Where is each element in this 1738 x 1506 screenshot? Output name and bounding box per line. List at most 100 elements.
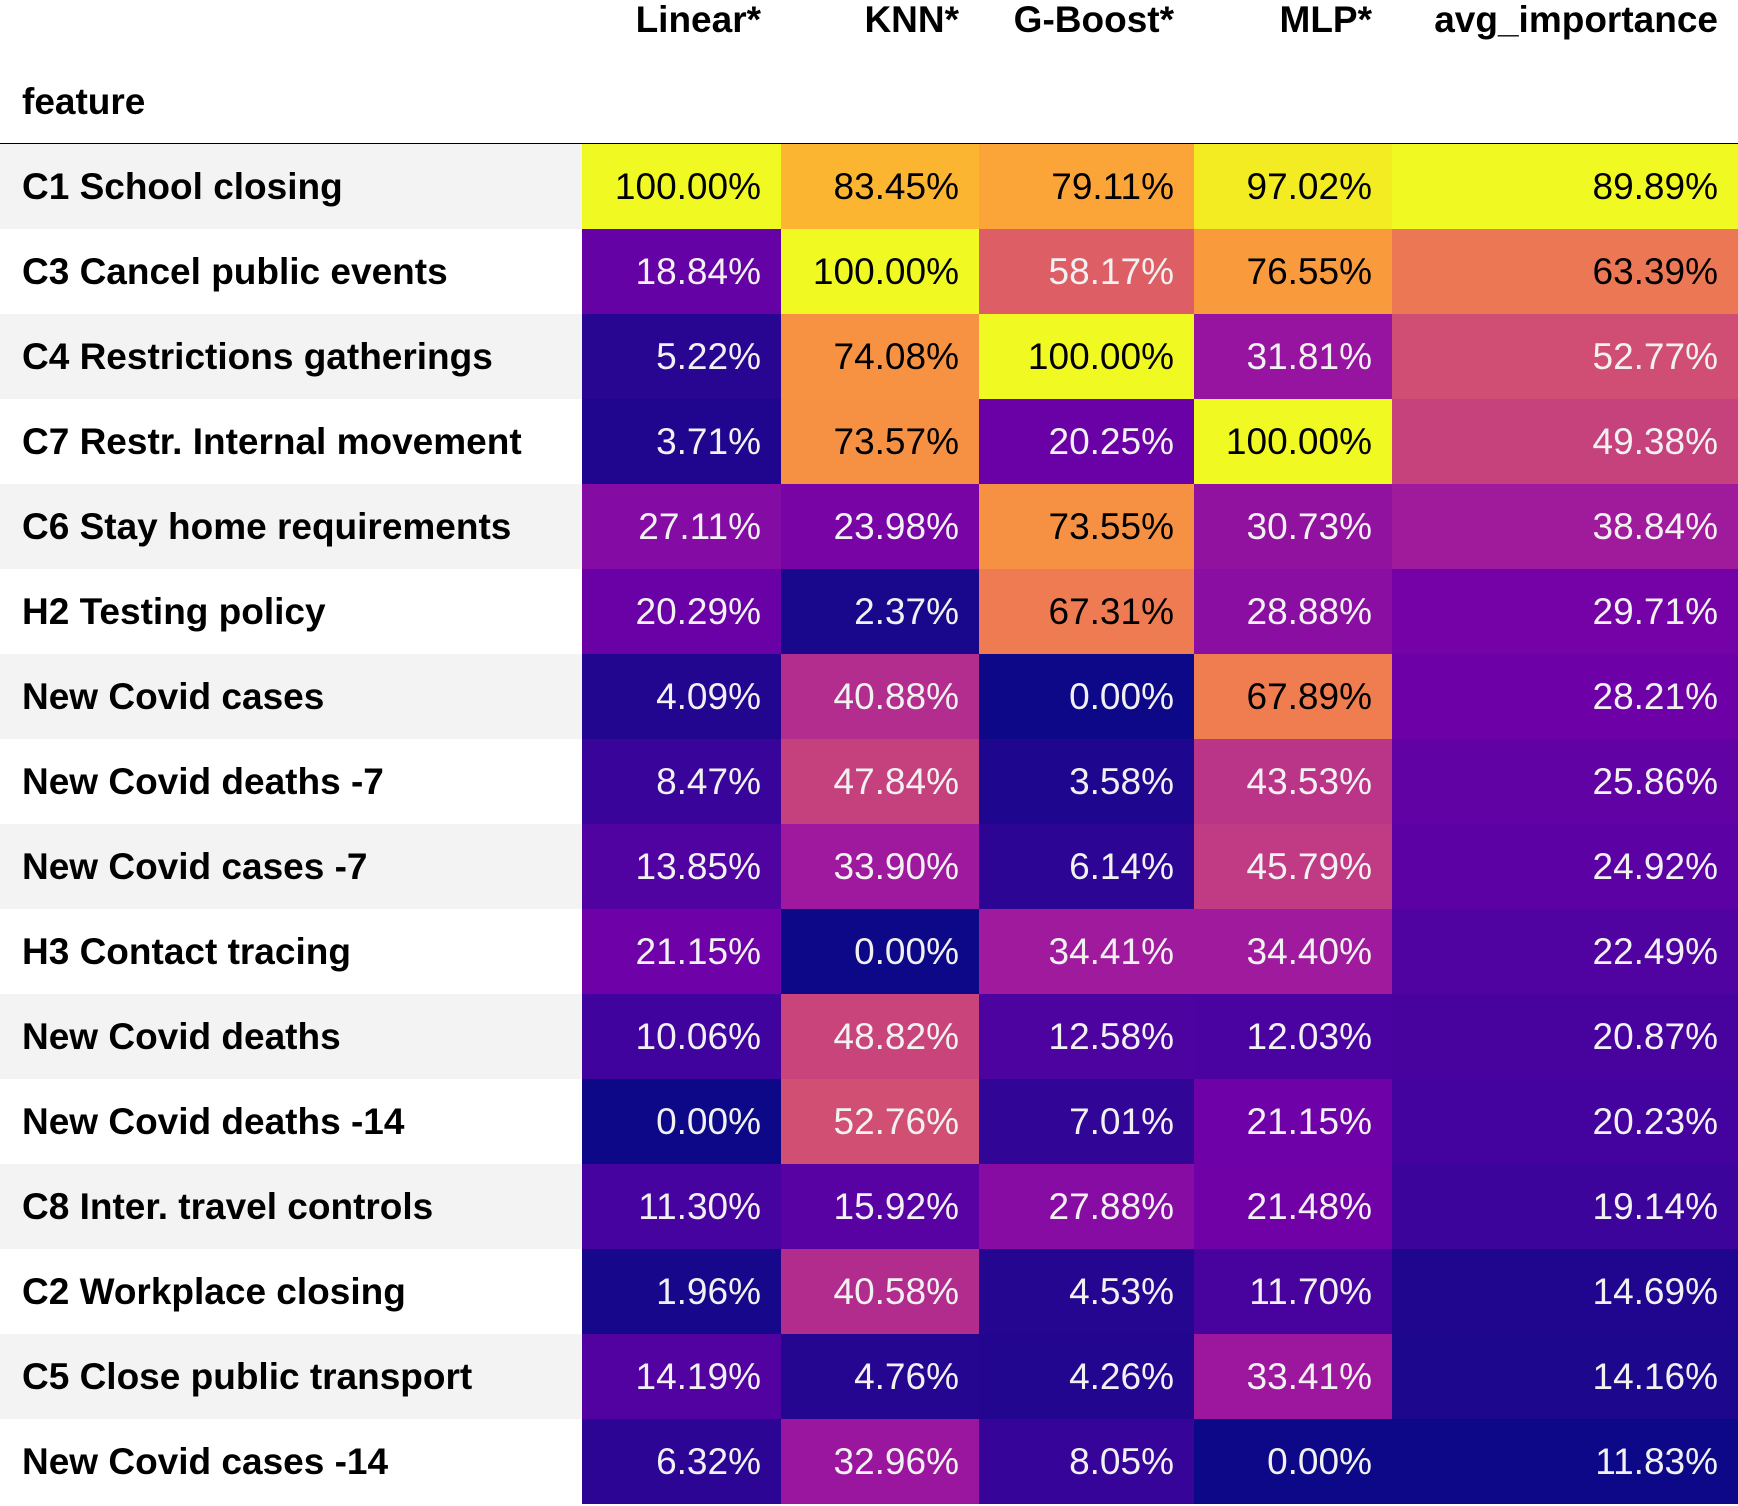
- heatmap-cell: 0.00%: [781, 909, 979, 994]
- column-header: MLP*: [1279, 0, 1373, 40]
- table-row: C4 Restrictions gatherings 5.22% 74.08% 100…: [0, 314, 1738, 399]
- row-label: C3 Cancel public events: [0, 229, 582, 314]
- table-row: New Covid cases -14 6.32% 32.96% 8.05% 0.00%…: [0, 1419, 1738, 1504]
- heatmap-cell: 100.00%: [979, 314, 1194, 399]
- heatmap-cell: 73.57%: [781, 399, 979, 484]
- heatmap-cell: 4.26%: [979, 1334, 1194, 1419]
- heatmap-cell: 7.01%: [979, 1079, 1194, 1164]
- table-row: C2 Workplace closing 1.96% 40.58% 4.53% 11.7…: [0, 1249, 1738, 1334]
- heatmap-cell: 20.23%: [1392, 1079, 1738, 1164]
- heatmap-cell: 27.11%: [582, 484, 781, 569]
- heatmap-cell: 6.14%: [979, 824, 1194, 909]
- heatmap-cell: 30.73%: [1194, 484, 1392, 569]
- heatmap-cell: 79.11%: [979, 144, 1194, 229]
- heatmap-cell: 67.89%: [1194, 654, 1392, 739]
- column-header: avg_importance: [1434, 0, 1718, 40]
- column-header: KNN*: [864, 0, 959, 40]
- table-row: H3 Contact tracing 21.15% 0.00% 34.41% 34.40…: [0, 909, 1738, 994]
- heatmap-cell: 43.53%: [1194, 739, 1392, 824]
- heatmap-cell: 76.55%: [1194, 229, 1392, 314]
- heatmap-cell: 97.02%: [1194, 144, 1392, 229]
- table-row: C7 Restr. Internal movement 3.71% 73.57% 20…: [0, 399, 1738, 484]
- heatmap-cell: 21.15%: [582, 909, 781, 994]
- heatmap-cell: 1.96%: [582, 1249, 781, 1334]
- heatmap-cell: 23.98%: [781, 484, 979, 569]
- heatmap-cell: 12.58%: [979, 994, 1194, 1079]
- heatmap-cell: 4.76%: [781, 1334, 979, 1419]
- table-row: New Covid deaths 10.06% 48.82% 12.58% 12.03%…: [0, 994, 1738, 1079]
- row-label: New Covid cases -14: [0, 1419, 582, 1504]
- heatmap-cell: 4.09%: [582, 654, 781, 739]
- heatmap-cell: 21.15%: [1194, 1079, 1392, 1164]
- heatmap-cell: 19.14%: [1392, 1164, 1738, 1249]
- row-label: New Covid deaths -14: [0, 1079, 582, 1164]
- heatmap-cell: 2.37%: [781, 569, 979, 654]
- heatmap-cell: 38.84%: [1392, 484, 1738, 569]
- heatmap-cell: 22.49%: [1392, 909, 1738, 994]
- heatmap-cell: 40.58%: [781, 1249, 979, 1334]
- heatmap-cell: 83.45%: [781, 144, 979, 229]
- heatmap-cell: 27.88%: [979, 1164, 1194, 1249]
- heatmap-cell: 11.70%: [1194, 1249, 1392, 1334]
- heatmap-cell: 34.40%: [1194, 909, 1392, 994]
- row-label: New Covid cases: [0, 654, 582, 739]
- row-label: New Covid deaths: [0, 994, 582, 1079]
- row-label: H3 Contact tracing: [0, 909, 582, 994]
- column-header-row: Linear* KNN* G-Boost* MLP* avg_importance: [0, 0, 1738, 60]
- heatmap-cell: 73.55%: [979, 484, 1194, 569]
- heatmap-cell: 8.47%: [582, 739, 781, 824]
- heatmap-cell: 100.00%: [1194, 399, 1392, 484]
- heatmap-cell: 18.84%: [582, 229, 781, 314]
- heatmap-cell: 21.48%: [1194, 1164, 1392, 1249]
- heatmap-cell: 48.82%: [781, 994, 979, 1079]
- heatmap-cell: 47.84%: [781, 739, 979, 824]
- heatmap-cell: 40.88%: [781, 654, 979, 739]
- heatmap-cell: 3.71%: [582, 399, 781, 484]
- table-row: New Covid cases 4.09% 40.88% 0.00% 67.89% 28.…: [0, 654, 1738, 739]
- heatmap-cell: 6.32%: [582, 1419, 781, 1504]
- row-label: H2 Testing policy: [0, 569, 582, 654]
- heatmap-cell: 67.31%: [979, 569, 1194, 654]
- heatmap-cell: 33.41%: [1194, 1334, 1392, 1419]
- heatmap-cell: 45.79%: [1194, 824, 1392, 909]
- heatmap-cell: 20.29%: [582, 569, 781, 654]
- heatmap-cell: 4.53%: [979, 1249, 1194, 1334]
- row-label: C1 School closing: [0, 144, 582, 229]
- row-label: C7 Restr. Internal movement: [0, 399, 582, 484]
- table-row: C5 Close public transport 14.19% 4.76% 4.26…: [0, 1334, 1738, 1419]
- heatmap-cell: 34.41%: [979, 909, 1194, 994]
- heatmap-cell: 100.00%: [781, 229, 979, 314]
- table-row: New Covid deaths -14 0.00% 52.76% 7.01% 21.1…: [0, 1079, 1738, 1164]
- heatmap-cell: 63.39%: [1392, 229, 1738, 314]
- heatmap-cell: 10.06%: [582, 994, 781, 1079]
- table-row: C8 Inter. travel controls 11.30% 15.92% 27.…: [0, 1164, 1738, 1249]
- heatmap-cell: 25.86%: [1392, 739, 1738, 824]
- heatmap-cell: 20.87%: [1392, 994, 1738, 1079]
- table-row: C6 Stay home requirements 27.11% 23.98% 73.…: [0, 484, 1738, 569]
- heatmap-cell: 74.08%: [781, 314, 979, 399]
- column-header: Linear*: [635, 0, 761, 40]
- heatmap-cell: 12.03%: [1194, 994, 1392, 1079]
- table-row: New Covid deaths -7 8.47% 47.84% 3.58% 43.53…: [0, 739, 1738, 824]
- row-label: C4 Restrictions gatherings: [0, 314, 582, 399]
- heatmap-cell: 52.76%: [781, 1079, 979, 1164]
- index-header: feature: [22, 81, 146, 122]
- heatmap-cell: 100.00%: [582, 144, 781, 229]
- heatmap-cell: 3.58%: [979, 739, 1194, 824]
- row-label: C2 Workplace closing: [0, 1249, 582, 1334]
- heatmap-cell: 31.81%: [1194, 314, 1392, 399]
- row-label: C8 Inter. travel controls: [0, 1164, 582, 1249]
- header-rule: [0, 143, 1738, 144]
- heatmap-cell: 29.71%: [1392, 569, 1738, 654]
- table-row: New Covid cases -7 13.85% 33.90% 6.14% 45.79…: [0, 824, 1738, 909]
- heatmap-cell: 11.30%: [582, 1164, 781, 1249]
- table-row: H2 Testing policy 20.29% 2.37% 67.31% 28.88%…: [0, 569, 1738, 654]
- row-label: C6 Stay home requirements: [0, 484, 582, 569]
- table-row: C3 Cancel public events 18.84% 100.00% 58.1…: [0, 229, 1738, 314]
- heatmap-cell: 49.38%: [1392, 399, 1738, 484]
- heatmap-cell: 28.21%: [1392, 654, 1738, 739]
- heatmap-cell: 58.17%: [979, 229, 1194, 314]
- heatmap-cell: 24.92%: [1392, 824, 1738, 909]
- heatmap-cell: 13.85%: [582, 824, 781, 909]
- heatmap-cell: 0.00%: [979, 654, 1194, 739]
